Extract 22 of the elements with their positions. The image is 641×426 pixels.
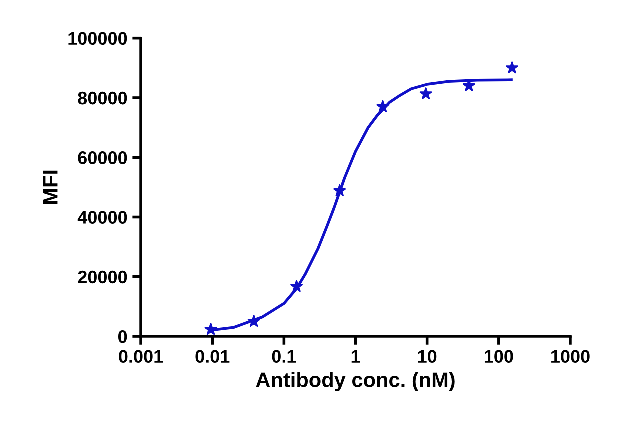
x-tick-label: 1000 xyxy=(552,350,590,363)
x-tick-label: 100 xyxy=(484,350,514,363)
point xyxy=(204,323,218,336)
x-tick-label: 0.001 xyxy=(119,350,164,363)
x-tick-label: 10 xyxy=(418,350,437,363)
point xyxy=(376,100,390,112)
x-axis-title: Antibody conc. (nM) xyxy=(256,372,455,392)
point xyxy=(248,315,260,328)
point xyxy=(334,184,346,196)
point xyxy=(290,280,303,292)
y-tick-label: 0 xyxy=(118,330,128,344)
y-axis-title: MFI xyxy=(43,170,58,204)
y-tick-label: 60000 xyxy=(78,152,128,164)
x-tick-label: 0.1 xyxy=(272,350,296,363)
point xyxy=(420,88,432,100)
y-tick-label: 80000 xyxy=(78,92,128,105)
x-tick-label: 0.01 xyxy=(196,350,230,363)
x-tick-label: 1 xyxy=(352,350,360,363)
y-tick-label: 100000 xyxy=(68,32,128,46)
y-tick-label: 40000 xyxy=(78,211,128,224)
point xyxy=(506,62,518,74)
y-tick-label: 20000 xyxy=(78,270,128,284)
